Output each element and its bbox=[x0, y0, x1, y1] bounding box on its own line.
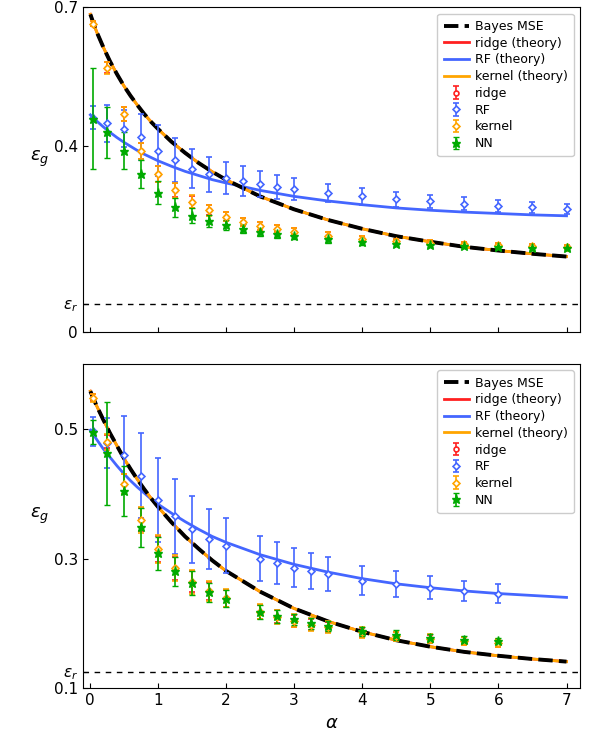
Y-axis label: $\varepsilon_g$: $\varepsilon_g$ bbox=[30, 149, 50, 169]
Legend: Bayes MSE, ridge (theory), RF (theory), kernel (theory), ridge, RF, kernel, NN: Bayes MSE, ridge (theory), RF (theory), … bbox=[437, 13, 574, 156]
Legend: Bayes MSE, ridge (theory), RF (theory), kernel (theory), ridge, RF, kernel, NN: Bayes MSE, ridge (theory), RF (theory), … bbox=[437, 370, 574, 513]
Y-axis label: $\varepsilon_g$: $\varepsilon_g$ bbox=[30, 506, 50, 526]
X-axis label: $\alpha$: $\alpha$ bbox=[325, 713, 338, 732]
